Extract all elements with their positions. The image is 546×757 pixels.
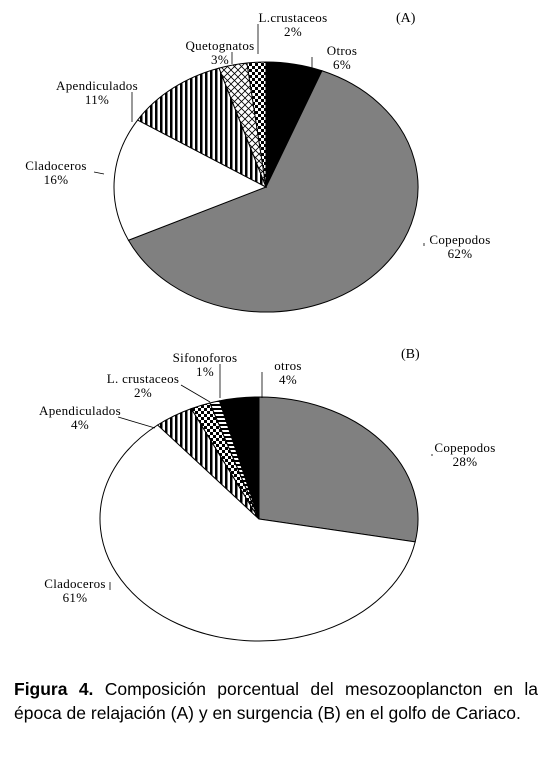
pie-a-value-quetognatos: 3% xyxy=(211,52,229,67)
pie-a-label-l-crustaceos: L.crustaceos xyxy=(259,10,328,25)
pie-a-label-otros: Otros xyxy=(327,43,357,58)
pie-a-slice-l-crustaceos xyxy=(246,61,267,188)
pie-b-value-otros: 4% xyxy=(279,372,297,387)
figure-caption: Figura 4. Composición porcentual del mes… xyxy=(14,677,538,725)
pie-b-slice-copepodos xyxy=(258,396,419,543)
pie-a-label-apendiculados: Apendiculados xyxy=(56,78,138,93)
caption-text: Composición porcentual del mesozooplanct… xyxy=(14,679,538,723)
pie-a-panel-label: (A) xyxy=(396,11,416,26)
pie-charts: (A)Copepodos62%Cladoceros16%Apendiculado… xyxy=(25,10,495,642)
pie-b-value-apendiculados: 4% xyxy=(71,417,89,432)
pie-a-value-cladoceros: 16% xyxy=(44,172,69,187)
pie-b-label-sifonoforos: Sifonoforos xyxy=(173,350,238,365)
pie-b-panel-label: (B) xyxy=(401,347,420,362)
pie-b-label-cladoceros: Cladoceros xyxy=(44,576,105,591)
pie-a-slice-copepodos xyxy=(127,70,419,313)
pie-b-leader-l-crustaceos xyxy=(180,384,211,403)
pie-a-leader-cladoceros xyxy=(93,171,105,175)
pie-b-label-apendiculados: Apendiculados xyxy=(39,403,121,418)
pie-b-value-sifonoforos: 1% xyxy=(196,364,214,379)
pie-a-value-copepodos: 62% xyxy=(448,246,473,261)
pie-a-label-copepodos: Copepodos xyxy=(429,232,490,247)
pie-a-slice-cladoceros xyxy=(113,119,268,241)
pie-b-value-l-crustaceos: 2% xyxy=(134,385,152,400)
pie-b-slice-otros xyxy=(218,396,260,520)
pie-b-label-copepodos: Copepodos xyxy=(434,440,495,455)
pie-a-slice-apendiculados xyxy=(136,67,267,189)
pie-b-value-cladoceros: 61% xyxy=(63,590,88,605)
pie-b-label-otros: otros xyxy=(274,358,302,373)
pie-a-label-quetognatos: Quetognatos xyxy=(185,38,254,53)
pie-a-value-apendiculados: 11% xyxy=(85,92,109,107)
pie-b-slice-cladoceros xyxy=(99,424,416,642)
pie-b-label-l-crustaceos: L. crustaceos xyxy=(107,371,179,386)
pie-b-leader-apendiculados xyxy=(117,416,156,429)
pie-b-value-copepodos: 28% xyxy=(453,454,478,469)
caption-prefix: Figura 4. xyxy=(14,679,94,699)
pie-a-value-l-crustaceos: 2% xyxy=(284,24,302,39)
pie-a-value-otros: 6% xyxy=(333,57,351,72)
pie-a-label-cladoceros: Cladoceros xyxy=(25,158,86,173)
